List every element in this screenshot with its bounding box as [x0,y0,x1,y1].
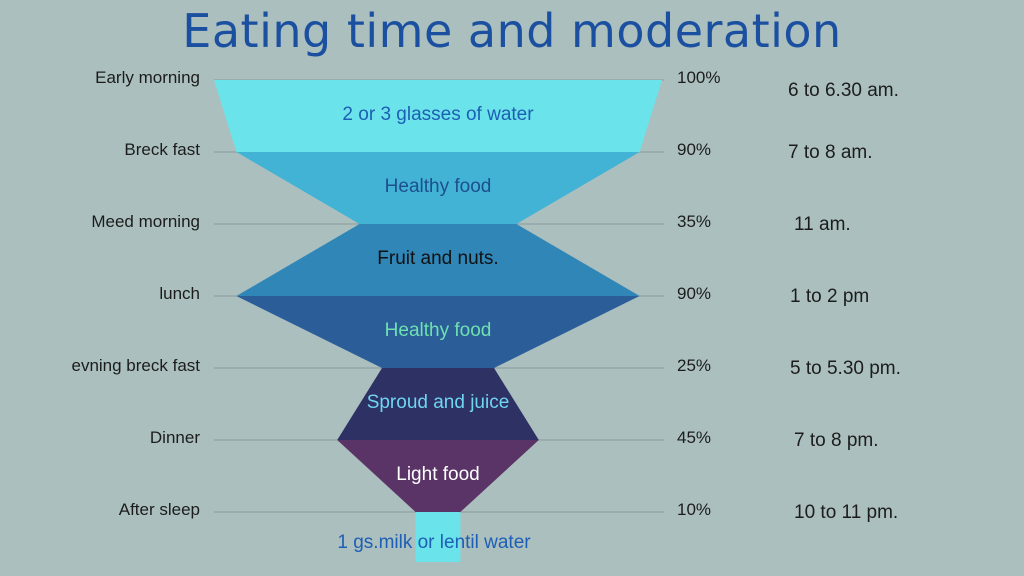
stage-time: 7 to 8 pm. [794,430,879,451]
funnel-segment [236,152,640,224]
stage-label: Breck fast [124,140,200,159]
stage-percent: 10% [677,500,712,519]
stage-label: lunch [159,284,200,303]
stage-time: 6 to 6.30 am. [788,80,899,101]
funnel-segment [337,440,539,512]
stage-percent: 90% [677,284,712,303]
stage-label: Meed morning [91,212,200,231]
segment-text: Sproud and juice [366,392,510,413]
funnel-segment [337,368,539,440]
stage-label: evning breck fast [71,356,200,375]
stage-percent: 25% [677,356,712,375]
chart-title: Eating time and moderation [182,4,842,58]
segment-text: 1 gs.milk or lentil water [337,532,531,553]
funnel-segment [236,296,640,368]
stage-time: 1 to 2 pm [790,286,870,307]
segment-text: Light food [396,464,480,485]
segment-text: Fruit and nuts. [377,248,499,269]
segment-text: Healthy food [384,320,492,341]
funnel-segment [236,224,640,296]
segment-text: Healthy food [384,176,492,197]
stage-label: Dinner [149,428,200,447]
stage-time: 10 to 11 pm. [794,502,899,523]
stage-time: 7 to 8 am. [788,142,873,163]
stage-percent: 100% [677,68,721,87]
stage-label: After sleep [118,500,200,519]
stage-percent: 35% [677,212,712,231]
stage-time: 5 to 5.30 pm. [790,358,901,379]
segment-text: 2 or 3 glasses of water [342,104,534,125]
funnel-segment [214,80,662,152]
stage-percent: 45% [677,428,712,447]
stage-percent: 90% [677,140,712,159]
stage-time: 11 am. [794,214,851,235]
stage-label: Early morning [95,68,200,87]
funnel-spout [415,512,461,562]
